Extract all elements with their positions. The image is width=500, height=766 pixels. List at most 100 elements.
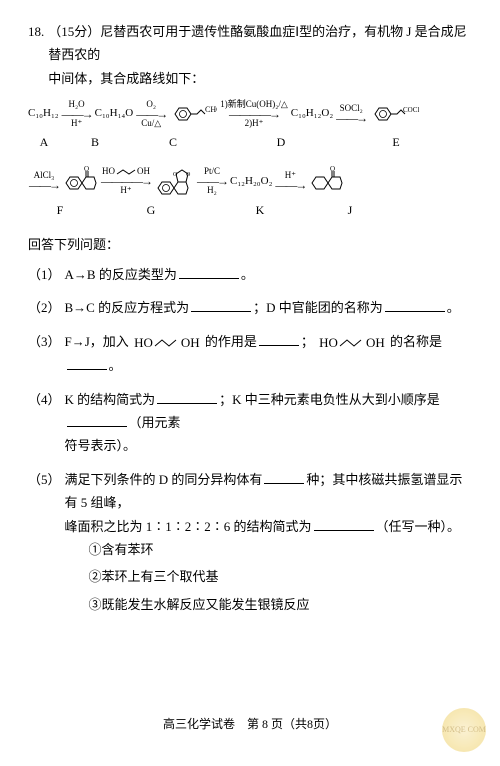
label-J: J (310, 200, 390, 222)
points: （15分） (48, 24, 100, 39)
sub3-b: 的作用是 (205, 334, 257, 349)
arrow-CD: 1)新制Cu(OH)₂/△ ————→ 2)H⁺ (219, 100, 289, 129)
sub3-e: 。 (109, 358, 122, 373)
page-footer: 高三化学试卷 第 8 页（共8页） (0, 714, 500, 736)
question-number: 18. (28, 20, 44, 90)
sub3-body: F→J，加入 HO OH 的作用是 ； HO OH 的名称是。 (65, 330, 472, 378)
sub5-num: （5） (28, 468, 61, 620)
svg-text:O: O (173, 172, 178, 178)
compound-C: CHO (169, 98, 217, 130)
compound-J: O (308, 166, 344, 198)
arrow-FG: HOOH ————→ H⁺ (100, 167, 152, 196)
arrow-FG-bot: H⁺ (120, 186, 131, 196)
glycol2-prefix: HO (319, 331, 338, 354)
compound-D: C₁₀H₁₂O₂ (291, 98, 333, 130)
blank (67, 356, 107, 370)
formula-B: C₁₀H₁₄O (95, 98, 134, 130)
label-row-1: A B C D E (28, 132, 472, 154)
sub1-b: 。 (241, 267, 254, 282)
structure-C: CHO (169, 98, 217, 130)
sub1-a: A→B 的反应类型为 (65, 267, 177, 282)
label-D: D (216, 132, 346, 154)
label-row-2: F G K J (28, 200, 472, 222)
arrow-glyph: ——→ (275, 179, 305, 192)
glycol-struct-1: HO OH (134, 331, 200, 354)
sub3-d: 的名称是 (390, 334, 442, 349)
compound-F: O (62, 166, 98, 198)
sub2-a: B→C 的反应方程式为 (65, 300, 190, 315)
blank (259, 332, 299, 346)
stem-line1: 尼替西农可用于遗传性酪氨酸血症Ⅰ型的治疗，有机物 J 是合成尼替西农的 (48, 24, 466, 62)
scheme-row-1: C₁₀H₁₂ H₂O ——→ H⁺ C₁₀H₁₄O O₂ ——→ Cu/△ CH… (28, 98, 472, 130)
structure-G: O O (154, 166, 194, 198)
opt3: ③既能发生水解反应又能发生银镜反应 (89, 593, 472, 616)
formula-D: C₁₀H₁₂O₂ (291, 98, 333, 130)
glycol1-suffix: OH (181, 331, 200, 354)
sub5-a: 满足下列条件的 D 的同分异构体有 (65, 472, 263, 487)
sub5-d: （任写一种）。 (376, 519, 461, 534)
arrow-CD-bot: 2)H⁺ (245, 119, 264, 129)
opt2: ②苯环上有三个取代基 (89, 565, 472, 588)
structure-E: COCl (369, 98, 421, 130)
sub4-body: K 的结构简式为 ；K 中三种元素电负性从大到小顺序是 （用元素 符号表示）。 (65, 388, 472, 458)
ketal-icon: O O (154, 162, 194, 202)
compound-E: COCl (369, 98, 421, 130)
label-B: B (60, 132, 130, 154)
sub4-c: （用元素 (129, 415, 181, 430)
sub4-b: ；K 中三种元素电负性从大到小顺序是 (219, 392, 440, 407)
label-C: C (130, 132, 216, 154)
arrow-BC: O₂ ——→ Cu/△ (135, 100, 167, 129)
sub-5: （5） 满足下列条件的 D 的同分异构体有种；其中核磁共振氢谱显示有 5 组峰，… (28, 468, 472, 620)
watermark-badge: MXQE COM (442, 708, 486, 752)
blank (314, 517, 374, 531)
blank (157, 390, 217, 404)
svg-text:COCl: COCl (403, 106, 419, 114)
decalone-icon: O (308, 165, 344, 199)
glycol-struct-2: HO OH (319, 331, 385, 354)
label-E: E (346, 132, 446, 154)
compound-K: C₁₂H₂₀O₂ (230, 166, 272, 198)
sub3-a: F→J，加入 (65, 334, 129, 349)
sub2-c: 。 (447, 300, 460, 315)
glycol2-suffix: OH (366, 331, 385, 354)
sub1-body: A→B 的反应类型为 。 (65, 263, 472, 286)
sub4-d: 符号表示）。 (65, 434, 472, 457)
sub4-a: K 的结构简式为 (65, 392, 156, 407)
arrow-KJ: H⁺ ——→ (274, 171, 306, 192)
sub2-b: ；D 中官能团的名称为 (253, 300, 383, 315)
blank (385, 298, 445, 312)
formula-K: C₁₂H₂₀O₂ (230, 166, 272, 198)
svg-text:O: O (186, 172, 191, 178)
arrow-EF: AlCl₃ ——→ (28, 171, 60, 192)
formula-A: C₁₀H₁₂ (28, 98, 59, 130)
glycol1-prefix: HO (134, 331, 153, 354)
arrow-GK: Pt/C ——→ H₂ (196, 167, 228, 196)
compound-G: O O (154, 166, 194, 198)
label-A: A (28, 132, 60, 154)
scheme-row-2: AlCl₃ ——→ O HOOH ————→ H⁺ (28, 166, 472, 198)
stem-line2: 中间体，其合成路线如下： (48, 67, 472, 90)
sub3-num: （3） (28, 330, 61, 378)
label-G: G (92, 200, 210, 222)
blank (179, 265, 239, 279)
sub3-c: ； (301, 334, 314, 349)
glycol-line-icon (153, 338, 181, 348)
sub-1: （1） A→B 的反应类型为 。 (28, 263, 472, 286)
sub2-body: B→C 的反应方程式为 ；D 中官能团的名称为 。 (65, 296, 472, 319)
svg-text:O: O (330, 165, 335, 173)
benzene-propyl-icon: CHO (169, 100, 217, 128)
label-F: F (28, 200, 92, 222)
answer-heading: 回答下列问题： (28, 233, 472, 256)
compound-A: C₁₀H₁₂ (28, 98, 59, 130)
sub-4: （4） K 的结构简式为；K 中三种元素电负性从大到小顺序是（用元素 符号表示）… (28, 388, 472, 458)
options: ①含有苯环 ②苯环上有三个取代基 ③既能发生水解反应又能发生银镜反应 (89, 538, 472, 616)
sub1-num: （1） (28, 263, 61, 286)
tetralone-icon: O (62, 165, 98, 199)
sub2-num: （2） (28, 296, 61, 319)
benzene-propyl-cocl-icon: COCl (369, 100, 421, 128)
sub-3: （3） F→J，加入 HO OH 的作用是 ； HO OH 的名称是。 (28, 330, 472, 378)
question-stem: （15分）尼替西农可用于遗传性酪氨酸血症Ⅰ型的治疗，有机物 J 是合成尼替西农的… (48, 20, 472, 90)
structure-F: O (62, 166, 98, 198)
opt1: ①含有苯环 (89, 538, 472, 561)
arrow-glyph: ——→ (29, 179, 59, 192)
